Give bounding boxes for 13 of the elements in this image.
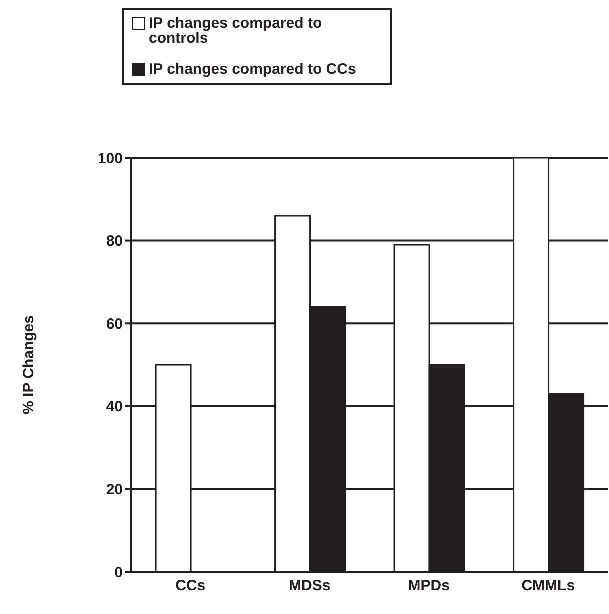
y-tick-label: 100 <box>98 150 123 168</box>
x-tick-label: CMMLs <box>522 578 576 595</box>
x-tick-label: MPDs <box>408 578 450 595</box>
y-tick-label: 80 <box>106 233 123 250</box>
x-tick-label: CCs <box>176 578 206 595</box>
legend-label: IP changes compared to controls <box>149 15 322 47</box>
y-axis-title: % IP Changes <box>20 316 38 414</box>
y-tick-label: 0 <box>114 564 123 582</box>
legend-label: IP changes compared to CCs <box>149 61 356 78</box>
x-tick-label: MDSs <box>289 578 331 595</box>
y-tick-label: 60 <box>106 316 123 333</box>
y-tick-label: 20 <box>106 482 123 499</box>
y-tick-label: 40 <box>106 398 123 416</box>
